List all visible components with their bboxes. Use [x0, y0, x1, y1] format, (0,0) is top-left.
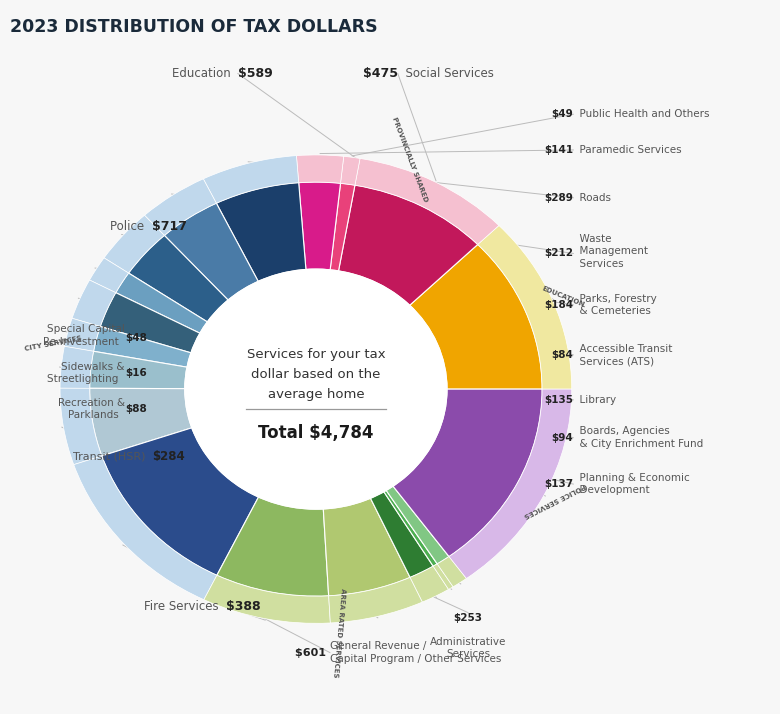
Text: $137: $137 — [544, 479, 573, 489]
Wedge shape — [341, 156, 360, 185]
Text: $475: $475 — [363, 67, 398, 80]
Text: $141: $141 — [544, 145, 573, 155]
Wedge shape — [216, 183, 306, 281]
Text: Sidewalks &
Streetlighting: Sidewalks & Streetlighting — [47, 361, 125, 384]
Text: $49: $49 — [551, 109, 573, 119]
Text: 2023 DISTRIBUTION OF TAX DOLLARS: 2023 DISTRIBUTION OF TAX DOLLARS — [10, 18, 378, 36]
Wedge shape — [217, 497, 328, 596]
Wedge shape — [104, 215, 165, 273]
Wedge shape — [393, 389, 542, 556]
Text: Social Services: Social Services — [398, 67, 494, 80]
Text: $601: $601 — [295, 648, 330, 658]
Wedge shape — [101, 293, 200, 353]
Text: $48: $48 — [125, 333, 147, 343]
Wedge shape — [386, 486, 449, 564]
Wedge shape — [438, 556, 466, 587]
Text: Boards, Agencies
  & City Enrichment Fund: Boards, Agencies & City Enrichment Fund — [573, 426, 704, 449]
Wedge shape — [65, 318, 101, 351]
Wedge shape — [90, 351, 187, 388]
Circle shape — [185, 269, 447, 509]
Text: Recreation &
Parklands: Recreation & Parklands — [58, 398, 125, 421]
Text: Paramedic Services: Paramedic Services — [573, 145, 682, 155]
Text: $212: $212 — [544, 248, 573, 258]
Text: $589: $589 — [238, 67, 273, 80]
Wedge shape — [60, 388, 101, 465]
Text: Roads: Roads — [573, 193, 612, 203]
Text: POLICE SERVICES: POLICE SERVICES — [523, 482, 586, 518]
Text: $388: $388 — [226, 600, 261, 613]
Wedge shape — [299, 182, 341, 270]
Text: average home: average home — [268, 388, 364, 401]
Wedge shape — [165, 203, 258, 300]
Wedge shape — [323, 498, 410, 596]
Wedge shape — [339, 185, 477, 306]
Wedge shape — [410, 244, 542, 389]
Text: Education: Education — [172, 67, 238, 80]
Text: Police: Police — [111, 220, 152, 233]
Wedge shape — [477, 226, 572, 389]
Text: $88: $88 — [125, 404, 147, 414]
Text: Fire Services: Fire Services — [144, 600, 226, 613]
Wedge shape — [296, 155, 344, 183]
Text: EDUCATION: EDUCATION — [541, 286, 586, 308]
Wedge shape — [449, 389, 572, 578]
Wedge shape — [72, 280, 115, 326]
Text: CITY SERVICES: CITY SERVICES — [24, 335, 82, 351]
Text: Special Capital
Re-Investment: Special Capital Re-Investment — [43, 324, 125, 347]
Text: Services for your tax: Services for your tax — [246, 348, 385, 361]
Wedge shape — [410, 566, 448, 602]
Text: $135: $135 — [544, 395, 573, 405]
Text: Total $4,784: Total $4,784 — [258, 424, 374, 443]
Wedge shape — [355, 159, 499, 244]
Text: General Revenue /
Capital Program / Other Services: General Revenue / Capital Program / Othe… — [330, 641, 502, 664]
Text: $253: $253 — [453, 613, 483, 623]
Text: Planning & Economic
  Development: Planning & Economic Development — [573, 473, 690, 496]
Text: $94: $94 — [551, 433, 573, 443]
Text: $289: $289 — [544, 193, 573, 203]
Wedge shape — [204, 575, 331, 623]
Text: Parks, Forestry
  & Cemeteries: Parks, Forestry & Cemeteries — [573, 293, 657, 316]
Text: $717: $717 — [152, 220, 187, 233]
Text: $16: $16 — [125, 368, 147, 378]
Wedge shape — [330, 183, 355, 271]
Text: Accessible Transit
  Services (ATS): Accessible Transit Services (ATS) — [573, 343, 672, 366]
Wedge shape — [90, 258, 129, 293]
Wedge shape — [101, 428, 258, 575]
Wedge shape — [328, 578, 423, 623]
Text: dollar based on the: dollar based on the — [251, 368, 381, 381]
Wedge shape — [129, 236, 228, 322]
Wedge shape — [94, 326, 191, 367]
Wedge shape — [90, 388, 192, 456]
Text: $84: $84 — [551, 350, 573, 360]
Text: PROVINCIALLY SHARED: PROVINCIALLY SHARED — [392, 116, 429, 203]
Text: $184: $184 — [544, 300, 573, 310]
Wedge shape — [384, 491, 438, 566]
Wedge shape — [433, 564, 453, 589]
Text: Public Health and Others: Public Health and Others — [573, 109, 710, 119]
Text: AREA RATED SERVICES: AREA RATED SERVICES — [332, 588, 346, 678]
Wedge shape — [60, 346, 94, 388]
Text: Library: Library — [573, 395, 616, 405]
Text: Transit (HSR): Transit (HSR) — [73, 452, 152, 462]
Wedge shape — [144, 178, 216, 236]
Text: Waste
  Management
  Services: Waste Management Services — [573, 234, 648, 268]
Wedge shape — [370, 492, 433, 578]
Wedge shape — [115, 273, 207, 333]
Text: $284: $284 — [152, 451, 185, 463]
Text: Administrative
Services: Administrative Services — [430, 637, 506, 659]
Wedge shape — [204, 156, 299, 203]
Wedge shape — [74, 456, 217, 600]
